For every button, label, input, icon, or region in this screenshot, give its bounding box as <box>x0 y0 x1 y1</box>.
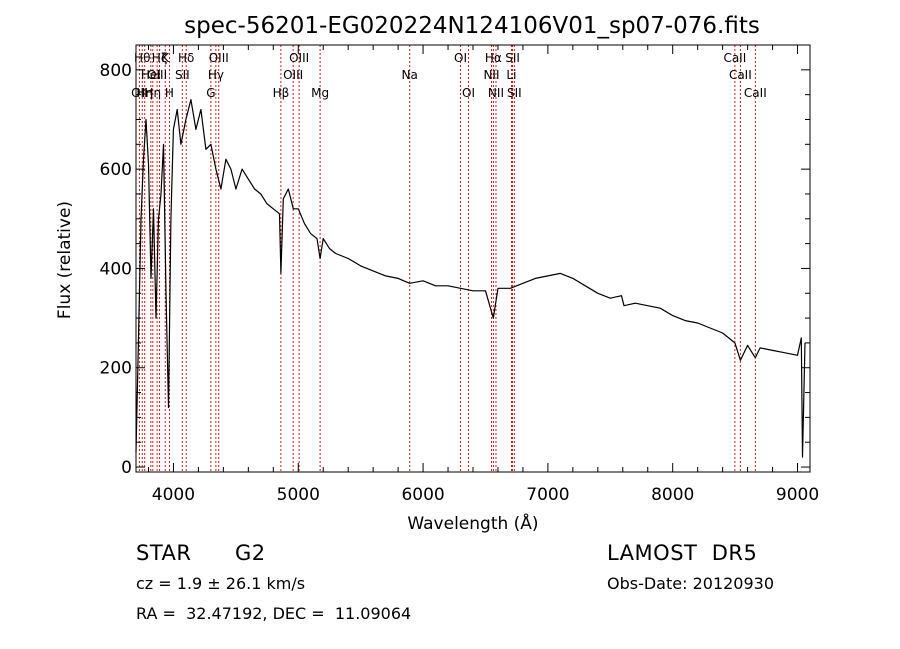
spectral-line-label: HeI <box>141 68 161 82</box>
spectrum-series <box>135 98 806 458</box>
spectral-line-label: OIII <box>209 51 229 65</box>
spectral-line-label: Na <box>402 68 418 82</box>
y-tick-label: 600 <box>100 160 132 180</box>
spectral-line-label: SII <box>175 68 190 82</box>
x-tick-label: 7000 <box>526 485 569 505</box>
spectral-line-label: Li <box>506 68 516 82</box>
x-tick-label: 8000 <box>651 485 694 505</box>
spectral-line-label: G <box>206 86 215 100</box>
spectral-line-label: K <box>161 51 170 65</box>
y-axis-label: Flux (relative) <box>55 201 75 319</box>
spectral-line-label: NII <box>488 86 504 100</box>
spectral-line-label: Hη <box>136 86 153 100</box>
y-tick-label: 800 <box>100 61 132 81</box>
redshift-text: cz = 1.9 ± 26.1 km/s <box>136 574 306 593</box>
spectral-line-label: NII <box>483 68 499 82</box>
spectral-line-label: OIII <box>283 68 303 82</box>
x-tick-label: 4000 <box>152 485 195 505</box>
spectral-line-label: OI <box>462 86 475 100</box>
survey-name: LAMOST DR5 <box>607 541 758 565</box>
spectral-line-label: Hβ <box>273 86 290 100</box>
spectral-line-label: SII <box>505 51 520 65</box>
spectral-line-label: Mg <box>311 86 329 100</box>
y-tick-label: 0 <box>121 458 132 478</box>
x-tick-label: 5000 <box>277 485 320 505</box>
coordinates-text: RA = 32.47192, DEC = 11.09064 <box>136 604 412 623</box>
spectral-line-label: CaII <box>729 68 752 82</box>
spectral-line-label: H <box>165 86 174 100</box>
spectral-line-label: Hδ <box>178 51 194 65</box>
spectral-line-label: OIII <box>147 68 167 82</box>
spectral-line-label: SII <box>507 86 522 100</box>
chart-title: spec-56201-EG020224N124106V01_sp07-076.f… <box>184 13 760 39</box>
x-axis-label: Wavelength (Å) <box>407 512 538 534</box>
spectral-line-label: CaII <box>723 51 746 65</box>
spectral-line-label: Hζ <box>152 51 168 65</box>
plot-frame <box>135 44 811 473</box>
spectral-line-label: OI <box>454 51 467 65</box>
spectral-line-label: Hθ <box>134 51 150 65</box>
spectral-line-label: CaII <box>744 86 767 100</box>
object-class: STAR <box>136 541 192 565</box>
x-tick-label: 6000 <box>401 485 444 505</box>
object-subclass: G2 <box>235 541 266 565</box>
obs-date-text: Obs-Date: 20120930 <box>607 574 775 593</box>
spectral-line-label: Hη <box>145 86 162 100</box>
spectral-line-label: Hα <box>485 51 502 65</box>
y-tick-label: 400 <box>100 259 132 279</box>
y-tick-label: 200 <box>100 359 132 379</box>
spectral-line-label: Hγ <box>208 68 224 82</box>
x-tick-label: 9000 <box>776 485 819 505</box>
spectral-line-label: OII <box>131 86 148 100</box>
spectral-line-label: OIII <box>289 51 309 65</box>
